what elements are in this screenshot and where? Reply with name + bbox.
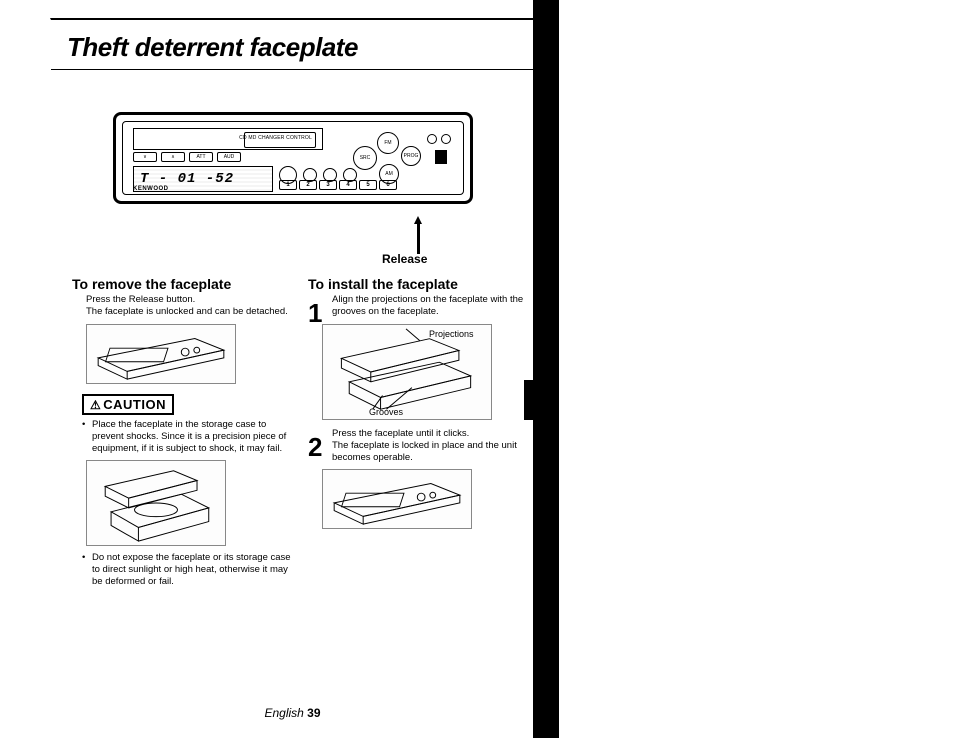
- remove-heading: To remove the faceplate: [72, 276, 296, 292]
- step1-text: Align the projections on the faceplate w…: [308, 294, 532, 318]
- release-button-icon: [435, 150, 447, 164]
- preset-row: 1 2 3 4 5 6: [279, 180, 397, 190]
- prog-button: PROG: [401, 146, 421, 166]
- figure-press-faceplate: [322, 469, 472, 529]
- step-number-1: 1: [308, 300, 322, 326]
- install-step-2: 2 Press the faceplate until it clicks. T…: [308, 428, 532, 530]
- remove-line1: Press the Release button.: [86, 294, 195, 305]
- preset-5: 5: [359, 180, 377, 190]
- caution-bullet-1: Place the faceplate in the storage case …: [72, 419, 296, 455]
- car-stereo-outline: CD MD CHANGER CONTROL ∨ ∧ ATT AUD T - 01…: [113, 112, 473, 204]
- remove-text: Press the Release button. The faceplate …: [72, 294, 296, 318]
- section-side-tab: General features: [539, 422, 555, 516]
- step2-line1: Press the faceplate until it clicks.: [332, 428, 469, 439]
- cassette-slot: CD MD CHANGER CONTROL: [133, 128, 323, 150]
- footer-page-number: 39: [307, 706, 320, 720]
- install-column: To install the faceplate 1 Align the pro…: [308, 276, 532, 594]
- src-button: SRC: [353, 146, 377, 170]
- release-pointer-icon: [417, 222, 420, 254]
- btn-att: ATT: [189, 152, 213, 162]
- preset-1: 1: [279, 180, 297, 190]
- cassette-label: CD MD CHANGER CONTROL: [239, 135, 312, 141]
- annotation-projections: Projections: [429, 329, 474, 339]
- btn-aud: AUD: [217, 152, 241, 162]
- brand-label: KENWOOD: [133, 186, 169, 192]
- page-edge-bar: [533, 0, 559, 738]
- figure-align-projections: Projections Grooves: [322, 324, 492, 420]
- caution-box: CAUTION: [82, 394, 174, 415]
- caution-bullet-2: Do not expose the faceplate or its stora…: [72, 552, 296, 588]
- page-footer: English 39: [50, 706, 535, 720]
- install-step-1: 1 Align the projections on the faceplate…: [308, 294, 532, 420]
- preset-2: 2: [299, 180, 317, 190]
- figure-storage-case: [86, 460, 226, 546]
- step-number-2: 2: [308, 434, 322, 460]
- preset-3: 3: [319, 180, 337, 190]
- annotation-grooves: Grooves: [369, 407, 403, 417]
- manual-page: Theft deterrent faceplate CD MD CHANGER …: [0, 0, 954, 738]
- step2-text: Press the faceplate until it clicks. The…: [308, 428, 532, 464]
- stereo-inner: CD MD CHANGER CONTROL ∨ ∧ ATT AUD T - 01…: [122, 121, 464, 195]
- preset-6: 6: [379, 180, 397, 190]
- footer-language: English: [264, 706, 303, 720]
- btn-up: ∧: [161, 152, 185, 162]
- step2-line2: The faceplate is locked in place and the…: [332, 440, 517, 463]
- remove-line2: The faceplate is unlocked and can be det…: [86, 306, 288, 317]
- two-columns: To remove the faceplate Press the Releas…: [72, 276, 532, 594]
- small-button-icon: [441, 134, 451, 144]
- small-button-icon: [427, 134, 437, 144]
- device-figure: CD MD CHANGER CONTROL ∨ ∧ ATT AUD T - 01…: [51, 70, 535, 209]
- page-title: Theft deterrent faceplate: [51, 20, 535, 70]
- preset-4: 4: [339, 180, 357, 190]
- top-button-row: ∨ ∧ ATT AUD: [133, 152, 241, 162]
- fm-button: FM: [377, 132, 399, 154]
- figure-remove-faceplate: [86, 324, 236, 384]
- install-heading: To install the faceplate: [308, 276, 532, 292]
- remove-column: To remove the faceplate Press the Releas…: [72, 276, 296, 594]
- release-callout: Release: [382, 252, 427, 266]
- btn-down: ∨: [133, 152, 157, 162]
